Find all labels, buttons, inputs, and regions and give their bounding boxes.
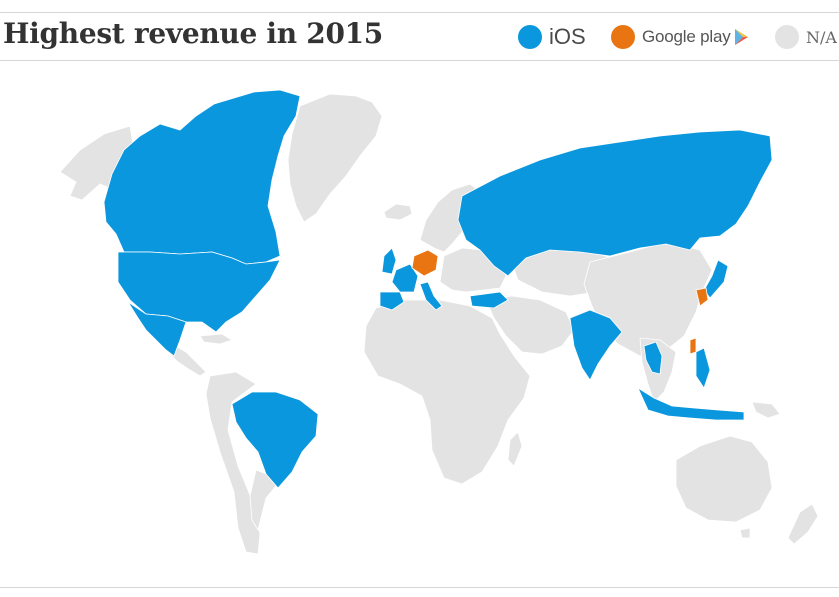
region-middle-east — [485, 295, 575, 355]
legend-item-ios: iOS — [518, 22, 586, 52]
country-germany — [411, 249, 439, 277]
region-central-america — [165, 345, 207, 377]
country-spain — [379, 291, 405, 311]
google-play-swatch — [611, 25, 635, 49]
country-canada — [103, 89, 301, 265]
top-divider — [0, 12, 839, 13]
country-indonesia — [637, 386, 745, 421]
country-united-kingdom — [381, 247, 397, 275]
legend-label-google-play: Google play — [642, 27, 731, 46]
legend-item-na: N/A — [775, 22, 837, 52]
country-australia — [675, 435, 773, 523]
country-japan — [703, 259, 729, 299]
country-greenland — [287, 93, 383, 223]
country-iceland — [383, 203, 413, 221]
header-divider — [0, 60, 839, 61]
country-tasmania — [739, 527, 751, 539]
page-title: Highest revenue in 2015 — [3, 17, 383, 50]
ios-swatch — [518, 25, 542, 49]
region-south-america-west — [205, 371, 261, 555]
country-russia — [457, 129, 773, 277]
legend-label-na: N/A — [806, 27, 837, 47]
country-philippines — [695, 347, 711, 389]
legend-item-google-play: Google play — [611, 22, 749, 52]
country-south-korea — [695, 287, 709, 307]
country-turkey — [469, 291, 509, 309]
footer-divider — [0, 587, 839, 588]
country-new-zealand — [787, 503, 819, 545]
country-thailand — [643, 341, 663, 375]
region-africa — [363, 299, 531, 485]
region-caribbean — [199, 333, 233, 345]
country-taiwan — [689, 337, 697, 355]
country-italy — [419, 281, 443, 311]
legend-label-ios: iOS — [549, 24, 586, 49]
country-france — [391, 263, 419, 293]
country-mexico — [127, 301, 187, 357]
country-brazil — [231, 391, 319, 489]
country-papua-new-guinea — [751, 401, 781, 419]
country-madagascar — [507, 431, 523, 467]
world-map — [59, 89, 819, 555]
na-swatch — [775, 25, 799, 49]
country-india — [569, 309, 623, 381]
play-store-icon — [734, 29, 748, 45]
